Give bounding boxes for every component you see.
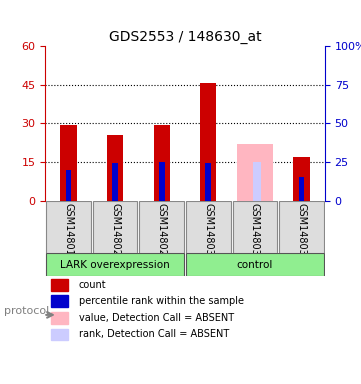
FancyBboxPatch shape [93, 200, 138, 253]
FancyBboxPatch shape [279, 200, 324, 253]
Text: GSM148035: GSM148035 [297, 203, 306, 262]
Bar [66, 170, 71, 200]
Text: GSM148028: GSM148028 [157, 203, 167, 262]
Bar [237, 144, 273, 200]
Text: percentile rank within the sample: percentile rank within the sample [79, 296, 244, 306]
Text: GSM148032: GSM148032 [250, 203, 260, 262]
Bar [107, 135, 123, 200]
Bar [153, 124, 170, 200]
Bar [51, 279, 68, 291]
Bar [293, 157, 310, 200]
Text: GSM148031: GSM148031 [203, 203, 213, 262]
Bar [299, 177, 304, 200]
FancyBboxPatch shape [46, 200, 91, 253]
Bar [51, 329, 68, 341]
Bar [159, 162, 165, 200]
FancyBboxPatch shape [139, 200, 184, 253]
Title: GDS2553 / 148630_at: GDS2553 / 148630_at [109, 30, 261, 44]
Text: rank, Detection Call = ABSENT: rank, Detection Call = ABSENT [79, 329, 229, 339]
FancyBboxPatch shape [46, 253, 184, 276]
Bar [253, 162, 261, 200]
Bar [112, 163, 118, 200]
Text: count: count [79, 280, 106, 290]
Text: protocol: protocol [4, 306, 49, 316]
Bar [51, 295, 68, 307]
Text: GSM148026: GSM148026 [110, 203, 120, 262]
Bar [200, 83, 217, 200]
FancyBboxPatch shape [186, 253, 324, 276]
Text: value, Detection Call = ABSENT: value, Detection Call = ABSENT [79, 313, 234, 323]
Text: LARK overexpression: LARK overexpression [60, 260, 170, 270]
Text: control: control [237, 260, 273, 270]
FancyBboxPatch shape [186, 200, 231, 253]
FancyBboxPatch shape [232, 200, 277, 253]
Bar [51, 312, 68, 324]
Bar [60, 124, 77, 200]
Bar [205, 164, 211, 200]
Text: GSM148016: GSM148016 [64, 203, 73, 262]
